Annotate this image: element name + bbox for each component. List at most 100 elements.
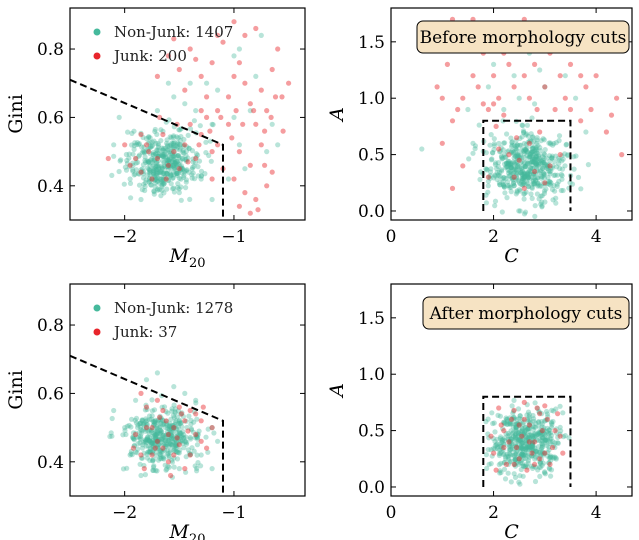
point-non-junk [170, 169, 176, 175]
point-non-junk [529, 143, 535, 149]
point-non-junk [143, 159, 149, 165]
point-non-junk [547, 179, 553, 185]
point-non-junk [518, 436, 524, 442]
point-non-junk [532, 445, 538, 451]
y-axis-label: Gini [5, 94, 27, 134]
point-junk [178, 411, 185, 417]
point-non-junk [505, 163, 511, 170]
point-non-junk [512, 462, 518, 468]
point-non-junk [518, 431, 524, 437]
point-non-junk [505, 179, 511, 185]
point-non-junk [539, 444, 545, 451]
point-non-junk [544, 165, 550, 171]
point-junk [455, 106, 461, 113]
point-junk [552, 106, 558, 113]
point-junk [578, 118, 584, 124]
point-non-junk [171, 164, 178, 171]
point-non-junk [508, 436, 514, 442]
point-non-junk [556, 157, 562, 163]
point-non-junk [176, 154, 182, 161]
point-non-junk [489, 410, 495, 416]
point-non-junk [550, 142, 556, 148]
point-non-junk [510, 149, 516, 155]
point-non-junk [177, 167, 183, 173]
point-non-junk [526, 438, 532, 444]
point-non-junk [172, 410, 178, 416]
point-non-junk [513, 449, 519, 455]
point-non-junk [152, 156, 158, 162]
point-non-junk [149, 413, 155, 419]
point-non-junk [530, 177, 537, 183]
point-non-junk [247, 108, 253, 114]
point-non-junk [525, 436, 531, 442]
point-non-junk [185, 132, 191, 138]
point-non-junk [155, 457, 162, 463]
point-junk [176, 442, 182, 448]
point-non-junk [190, 164, 196, 171]
point-non-junk [549, 155, 555, 161]
point-non-junk [171, 415, 177, 421]
point-non-junk [497, 470, 503, 476]
point-non-junk [158, 456, 164, 462]
point-non-junk [148, 143, 154, 149]
point-non-junk [146, 179, 152, 185]
point-non-junk [169, 474, 175, 480]
point-non-junk [539, 411, 545, 417]
point-non-junk [146, 413, 153, 419]
point-non-junk [524, 131, 530, 137]
point-non-junk [513, 170, 520, 176]
point-non-junk [492, 443, 498, 449]
point-non-junk [180, 435, 187, 441]
point-non-junk [560, 410, 566, 416]
point-non-junk [183, 434, 189, 440]
point-junk [133, 155, 139, 162]
point-non-junk [507, 163, 513, 169]
point-non-junk [536, 152, 542, 158]
point-non-junk [152, 425, 158, 431]
point-non-junk [158, 415, 164, 421]
point-junk [165, 431, 171, 438]
point-non-junk [145, 449, 151, 455]
point-non-junk [146, 134, 152, 140]
point-non-junk [124, 465, 130, 471]
point-non-junk [526, 174, 533, 180]
point-non-junk [540, 427, 547, 433]
point-non-junk [515, 151, 521, 158]
point-non-junk [557, 165, 563, 172]
point-non-junk [140, 421, 147, 427]
point-non-junk [190, 170, 196, 176]
point-non-junk [546, 465, 552, 471]
point-non-junk [531, 171, 537, 177]
point-non-junk [515, 151, 521, 157]
point-non-junk [523, 456, 529, 462]
point-junk [182, 418, 188, 424]
point-non-junk [187, 196, 193, 202]
point-junk [193, 411, 199, 417]
point-non-junk [174, 134, 180, 140]
point-non-junk [158, 439, 164, 445]
point-non-junk [522, 424, 528, 430]
point-non-junk [509, 160, 515, 166]
point-non-junk [470, 150, 476, 156]
point-non-junk [159, 165, 165, 171]
point-non-junk [176, 141, 182, 147]
point-non-junk [183, 441, 189, 447]
point-non-junk [147, 135, 153, 141]
point-non-junk [525, 447, 531, 453]
point-non-junk [516, 180, 523, 186]
point-junk [182, 466, 188, 472]
point-non-junk [165, 431, 171, 437]
point-junk [286, 80, 292, 86]
point-non-junk [553, 455, 559, 461]
point-non-junk [500, 118, 506, 124]
point-non-junk [544, 411, 551, 417]
point-non-junk [523, 189, 529, 195]
point-non-junk [489, 150, 496, 156]
point-non-junk [498, 153, 505, 159]
point-non-junk [533, 430, 539, 436]
point-non-junk [531, 424, 537, 430]
point-non-junk [525, 172, 531, 178]
point-non-junk [177, 147, 183, 153]
point-non-junk [526, 444, 532, 450]
point-non-junk [501, 466, 508, 472]
